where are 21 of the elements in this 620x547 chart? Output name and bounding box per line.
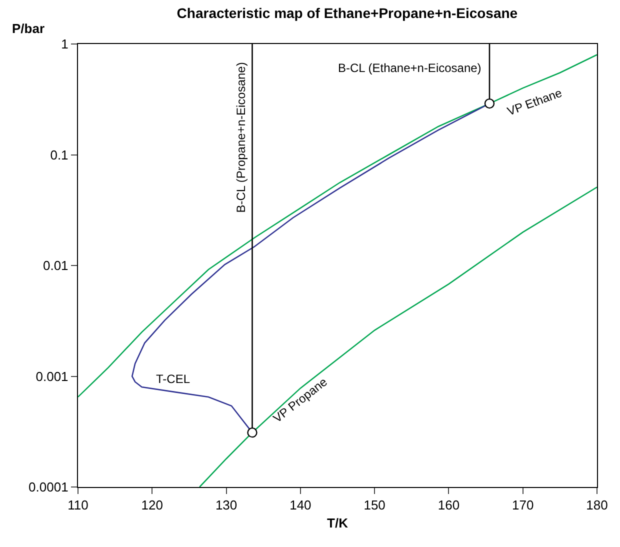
x-tick-label: 180 xyxy=(586,498,608,513)
y-tick-label: 0.1 xyxy=(50,147,68,162)
y-tick-label: 0.01 xyxy=(42,258,68,274)
y-tick-label: 0.001 xyxy=(36,368,68,384)
text: VP Ethane xyxy=(505,86,564,118)
x-axis-title: T/K xyxy=(327,515,349,530)
x-tick-label: 140 xyxy=(290,498,312,513)
x-tick-label: 130 xyxy=(215,498,238,513)
series-label: T-CEL xyxy=(156,372,190,386)
x-tick-label: 170 xyxy=(512,498,534,513)
x-tick-label: 110 xyxy=(68,498,88,513)
x-tick-label: 150 xyxy=(364,498,386,513)
y-tick-label: 1 xyxy=(61,36,68,52)
chart-title: Characteristic map of Ethane+Propane+n-Eicosane xyxy=(176,5,518,22)
line-series xyxy=(198,186,597,487)
y-tick-label: 0.0001 xyxy=(28,480,68,495)
annotation: B-CL (Ethane+n-Eicosane) xyxy=(338,61,482,75)
annotation: B-CL (Propane+n-Eicosane) xyxy=(234,62,248,213)
y-axis-title: P/bar xyxy=(12,21,45,36)
x-tick-label: 160 xyxy=(438,498,460,513)
x-tick-label: 120 xyxy=(141,498,163,513)
